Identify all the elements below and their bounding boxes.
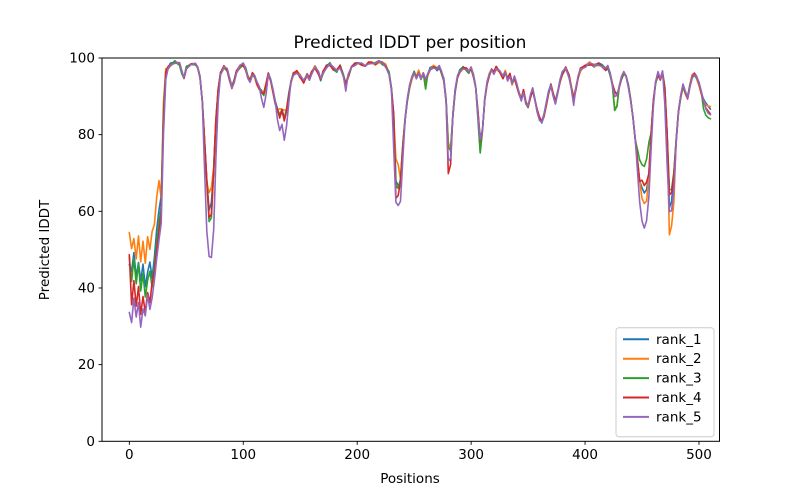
axes-frame xyxy=(101,57,720,442)
legend-item-label-rank_1: rank_1 xyxy=(656,332,702,348)
legend-item-label-rank_5: rank_5 xyxy=(656,409,702,425)
y-tick-label: 80 xyxy=(78,127,95,143)
y-tick-label: 100 xyxy=(69,51,95,67)
legend-item-label-rank_4: rank_4 xyxy=(656,390,702,406)
x-axis-label: Positions xyxy=(380,471,440,487)
legend-box xyxy=(615,327,715,438)
x-tick-label: 400 xyxy=(572,447,598,463)
axes-layer: 0 100 200 300 400 500 0 20 40 60 80 100 xyxy=(69,51,720,463)
y-tick-label: 40 xyxy=(78,280,95,296)
legend: rank_1 rank_2 rank_3 rank_4 rank_5 xyxy=(615,327,715,438)
x-tick-label: 500 xyxy=(686,447,712,463)
y-tick-label: 20 xyxy=(78,357,95,373)
x-tick-label: 300 xyxy=(458,447,484,463)
x-tick-label: 100 xyxy=(230,447,256,463)
x-tick-label: 200 xyxy=(344,447,370,463)
y-tick-label: 0 xyxy=(86,434,95,450)
chart-title: Predicted lDDT per position xyxy=(294,33,527,53)
series-line-rank_5 xyxy=(128,59,712,329)
legend-item-label-rank_2: rank_2 xyxy=(656,351,702,367)
x-tick-label: 0 xyxy=(125,447,134,463)
y-axis-label: Predicted lDDT xyxy=(37,199,53,300)
y-tick-label: 60 xyxy=(78,204,95,220)
series-layer xyxy=(128,59,712,329)
legend-item-label-rank_3: rank_3 xyxy=(656,371,702,387)
